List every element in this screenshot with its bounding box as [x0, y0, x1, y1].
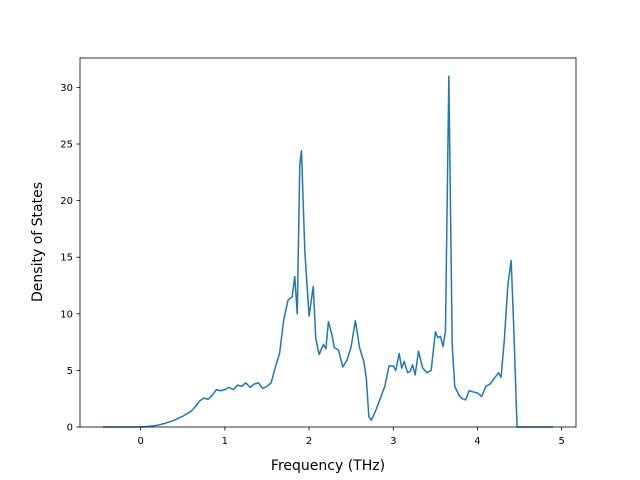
- line: [102, 75, 554, 428]
- x-tick-label: 3: [390, 436, 396, 447]
- x-tick-label: 0: [137, 436, 143, 447]
- x-axis-label: Frequency (THz): [271, 458, 385, 474]
- y-axis-label: Density of States: [30, 182, 46, 302]
- y-tick-label: 10: [60, 309, 73, 320]
- x-tick-label: 2: [306, 436, 312, 447]
- x-tick-label: 1: [222, 436, 228, 447]
- x-tick-label: 5: [558, 436, 564, 447]
- y-tick-label: 20: [60, 196, 73, 207]
- y-tick-label: 5: [67, 366, 73, 377]
- y-tick-label: 15: [60, 253, 73, 264]
- x-tick-label: 4: [474, 436, 480, 447]
- y-tick-label: 25: [60, 140, 73, 151]
- y-tick-label: 30: [60, 83, 73, 94]
- plot-frame: [79, 57, 577, 428]
- y-tick-label: 0: [67, 423, 73, 434]
